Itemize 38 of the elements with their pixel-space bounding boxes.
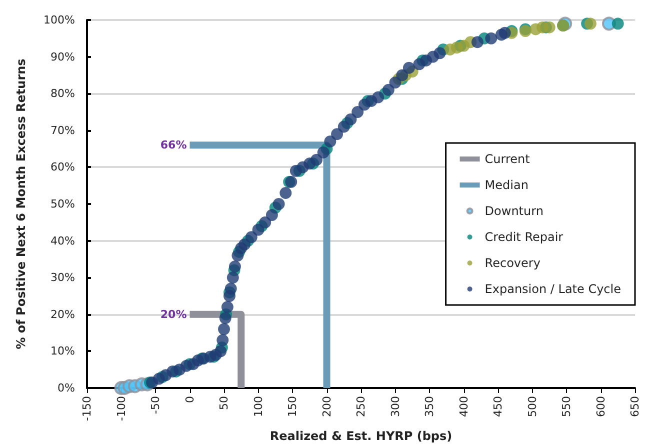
- x-tick-label: -100: [114, 396, 128, 421]
- x-tick-label: 100: [252, 396, 265, 417]
- x-tick-label: -150: [80, 396, 94, 421]
- x-tick-label: 200: [320, 396, 334, 417]
- y-tick-label: 70%: [50, 124, 75, 137]
- y-tick-label: 100%: [44, 14, 75, 26]
- y-tick-label: 10%: [50, 344, 75, 358]
- x-tick-label: 350: [423, 396, 436, 417]
- legend-label: Credit Repair: [484, 230, 564, 244]
- annotation: 20%: [160, 308, 187, 321]
- x-tick-label: 0: [183, 396, 196, 403]
- y-axis-title: % of Positive Next 6 Month Excess Returns: [14, 58, 28, 350]
- x-tick-label: 450: [492, 396, 504, 417]
- y-tick-label: 30%: [50, 271, 75, 284]
- annotation: 66%: [160, 138, 187, 152]
- x-tick-label: 150: [286, 396, 299, 417]
- y-tick-label: 80%: [50, 87, 75, 100]
- y-tick-label: 40%: [50, 234, 75, 248]
- legend-label: Recovery: [484, 256, 540, 270]
- y-tick-label: 90%: [50, 50, 75, 64]
- y-tick-label: 60%: [50, 160, 75, 174]
- y-tick-label: 0%: [58, 382, 75, 394]
- legend-label: Median: [484, 178, 528, 192]
- legend-label: Expansion / Late Cycle: [484, 282, 621, 296]
- x-tick-label: 250: [354, 396, 368, 417]
- legend-label: Current: [484, 152, 530, 166]
- x-tick-label: 650: [628, 396, 642, 417]
- x-tick-label: 550: [560, 396, 573, 417]
- x-tick-label: 500: [526, 396, 539, 417]
- x-tick-label: 300: [388, 396, 402, 417]
- y-tick-label: 20%: [50, 308, 75, 321]
- legend-label: Downturn: [484, 204, 544, 218]
- x-tick-label: -50: [149, 396, 162, 414]
- x-tick-label: 400: [457, 396, 470, 417]
- x-tick-label: 50: [218, 396, 230, 410]
- y-tick-label: 50%: [50, 198, 75, 210]
- x-axis-title: Realized & Est. HYRP (bps): [270, 429, 452, 443]
- x-tick-label: 600: [594, 396, 608, 417]
